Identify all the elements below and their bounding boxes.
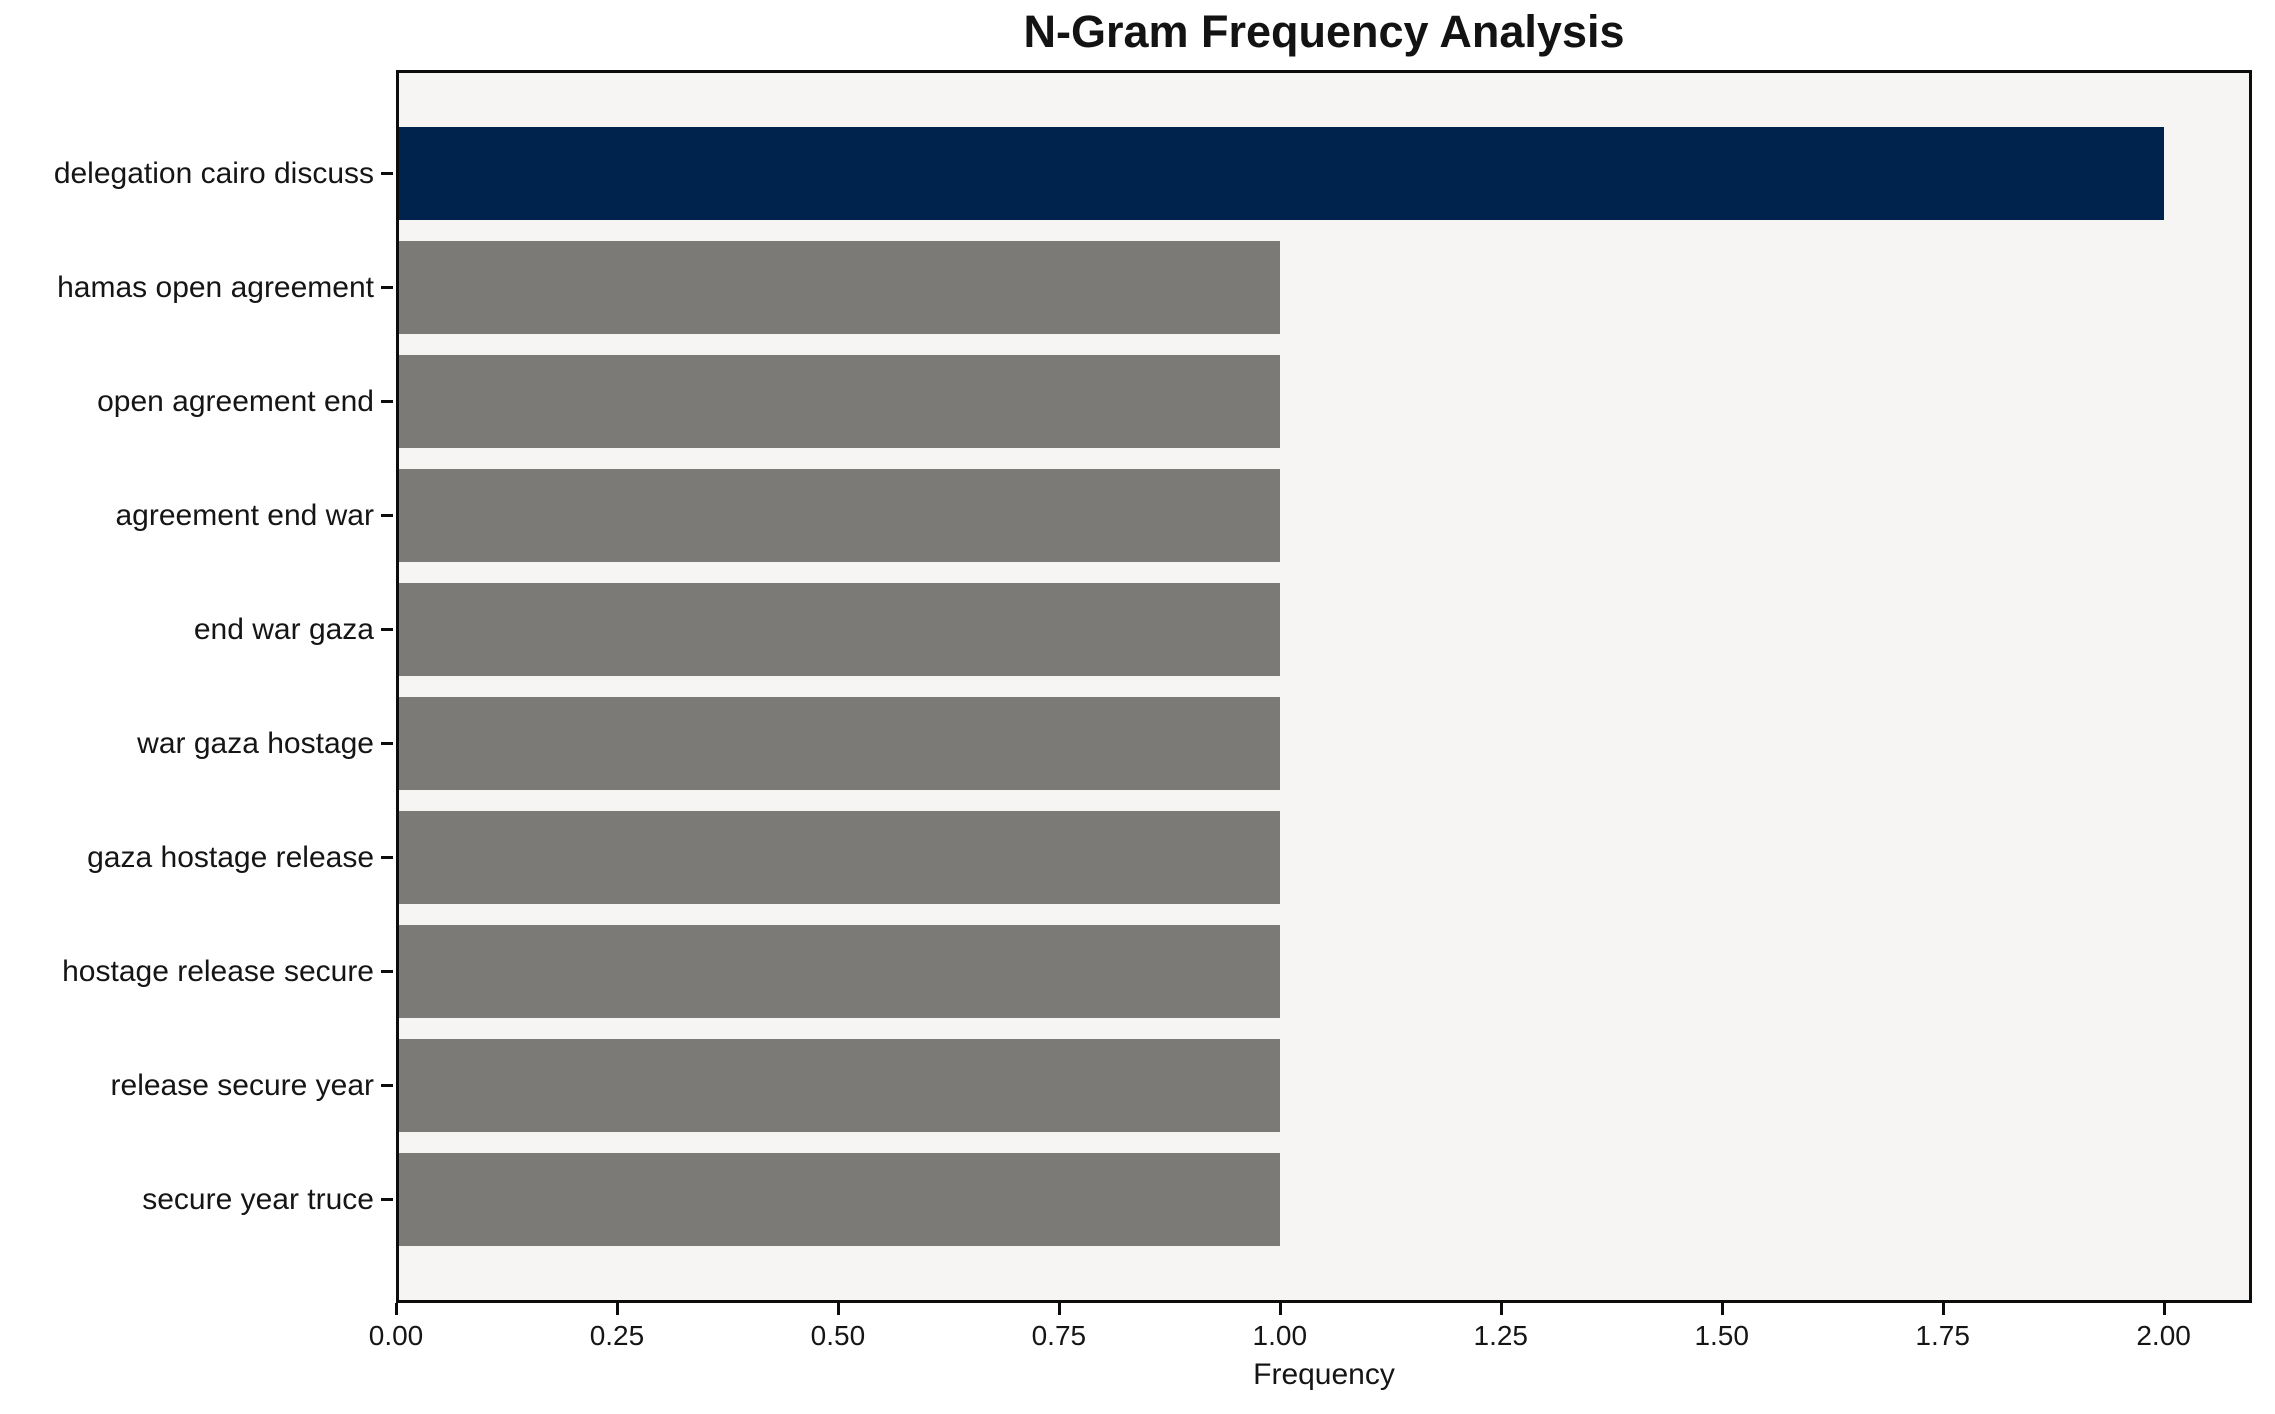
x-axis-tick-mark [1941, 1303, 1945, 1315]
bar-row: end war gaza [194, 583, 2252, 676]
y-axis-tick-mark [381, 1198, 393, 1201]
y-axis-label: hostage release secure [62, 955, 374, 988]
frequency-bar [396, 469, 1280, 562]
x-axis-tick-mark [1499, 1303, 1503, 1315]
y-axis-tick-mark [381, 400, 393, 403]
bar-row: hostage release secure [62, 925, 2252, 1018]
x-axis-tick-mark [1057, 1303, 1061, 1315]
frequency-bar [396, 355, 1280, 448]
y-axis-tick-mark [381, 742, 393, 745]
y-axis-tick-mark [381, 970, 393, 973]
y-axis-label: delegation cairo discuss [53, 157, 374, 190]
chart-title: N-Gram Frequency Analysis [1023, 6, 1625, 57]
bar-row: secure year truce [142, 1153, 2252, 1246]
bar-row: war gaza hostage [137, 697, 2252, 790]
y-axis-label: agreement end war [115, 499, 375, 532]
x-axis-tick-mark [1278, 1303, 1282, 1315]
bar-row: release secure year [111, 1039, 2252, 1132]
x-axis-tick-mark [615, 1303, 619, 1315]
x-axis-tick-label: 0.75 [1031, 1320, 1087, 1351]
plot-area: delegation cairo discuss hamas open agree… [54, 70, 2252, 1303]
frequency-bar [396, 697, 1280, 790]
x-axis-tick-label: 1.50 [1694, 1320, 1749, 1351]
x-axis-tick-mark [2162, 1303, 2166, 1315]
y-axis-label: war gaza hostage [137, 727, 374, 760]
x-axis-ticks: 0.00 0.25 0.50 0.75 1.00 1.25 1.50 1.75 2.00 [369, 1303, 2252, 1363]
x-axis-tick-label: 0.00 [368, 1320, 424, 1351]
bar-row: gaza hostage release [87, 811, 2252, 904]
bar-row: hamas open agreement [57, 241, 2252, 334]
frequency-bar [396, 1153, 1280, 1246]
bar-row: delegation cairo discuss [54, 127, 2252, 220]
y-axis-tick-mark [381, 1084, 393, 1087]
frequency-bar [396, 127, 2164, 220]
x-axis-tick-label: 0.50 [810, 1320, 866, 1351]
frequency-bar [396, 1039, 1280, 1132]
y-axis-tick-mark [381, 172, 393, 175]
frequency-bar [396, 811, 1280, 904]
y-axis-tick-mark [381, 628, 393, 631]
y-axis-label: open agreement end [97, 385, 374, 418]
x-axis-tick-label: 1.75 [1915, 1320, 1970, 1351]
y-axis-label: hamas open agreement [57, 271, 374, 304]
x-axis-tick-label: 0.25 [589, 1320, 645, 1351]
y-axis-tick-mark [381, 856, 393, 859]
x-axis-tick-mark [395, 1303, 398, 1315]
y-axis-label: end war gaza [193, 613, 374, 646]
x-axis-label: Frequency [1253, 1358, 1395, 1391]
x-axis-tick-mark [836, 1303, 840, 1315]
frequency-bar [396, 241, 1280, 334]
y-axis-label: gaza hostage release [87, 841, 374, 874]
y-axis-tick-mark [381, 514, 393, 517]
x-axis-tick-label: 1.25 [1473, 1320, 1529, 1351]
y-axis-label: release secure year [110, 1069, 374, 1102]
y-axis-label: secure year truce [142, 1183, 374, 1216]
x-axis-tick-mark [1720, 1303, 1724, 1315]
frequency-bar [396, 583, 1280, 676]
y-axis-tick-mark [381, 286, 393, 289]
bar-row: agreement end war [116, 469, 2252, 562]
x-axis-tick-label: 2.00 [2136, 1320, 2191, 1351]
x-axis-tick-label: 1.00 [1252, 1320, 1308, 1351]
bar-row: open agreement end [97, 355, 2252, 448]
frequency-bar [396, 925, 1280, 1018]
